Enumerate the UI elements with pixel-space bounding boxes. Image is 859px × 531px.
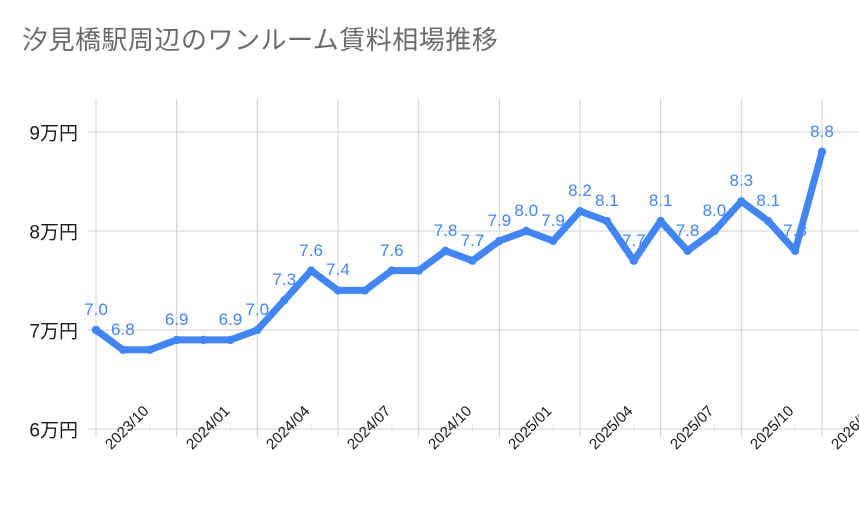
y-axis-tick-label: 7万円 <box>29 321 78 343</box>
data-point-label: 7.7 <box>460 230 485 250</box>
y-axis-tick-label: 9万円 <box>29 123 78 145</box>
data-point-label: 8.1 <box>648 191 673 211</box>
data-point-label: 7.8 <box>433 220 458 240</box>
data-point-label: 7.6 <box>379 240 404 260</box>
data-point-label: 8.2 <box>568 181 592 201</box>
data-point-label: 6.8 <box>111 319 135 339</box>
y-axis-tick-label: 6万円 <box>29 420 78 442</box>
data-point-label: 7.9 <box>487 210 512 230</box>
data-point-label: 7.3 <box>272 270 297 290</box>
data-point-label: 7.0 <box>84 300 108 319</box>
data-point-label: 8.0 <box>514 201 539 220</box>
data-point-label: 8.0 <box>702 201 727 220</box>
data-point-label: 7.9 <box>541 210 565 230</box>
data-point-label: 8.8 <box>810 121 834 141</box>
data-point-label: 8.3 <box>729 171 754 191</box>
y-axis-tick-label: 8万円 <box>29 222 78 244</box>
data-point-label: 8.1 <box>756 191 781 211</box>
data-point-label: 6.9 <box>218 309 243 329</box>
data-point-label: 7.8 <box>675 220 700 240</box>
data-point-label: 7.0 <box>245 300 270 319</box>
data-point-label: 7.7 <box>621 230 646 250</box>
data-point-label: 7.4 <box>326 260 350 280</box>
page-title: 汐見橋駅周辺のワンルーム賃料相場推移 <box>22 25 499 55</box>
data-point-label: 7.8 <box>783 220 807 240</box>
data-point-label: 6.9 <box>164 309 189 329</box>
data-point-label: 8.1 <box>595 191 619 211</box>
data-point-label: 7.6 <box>299 240 323 260</box>
